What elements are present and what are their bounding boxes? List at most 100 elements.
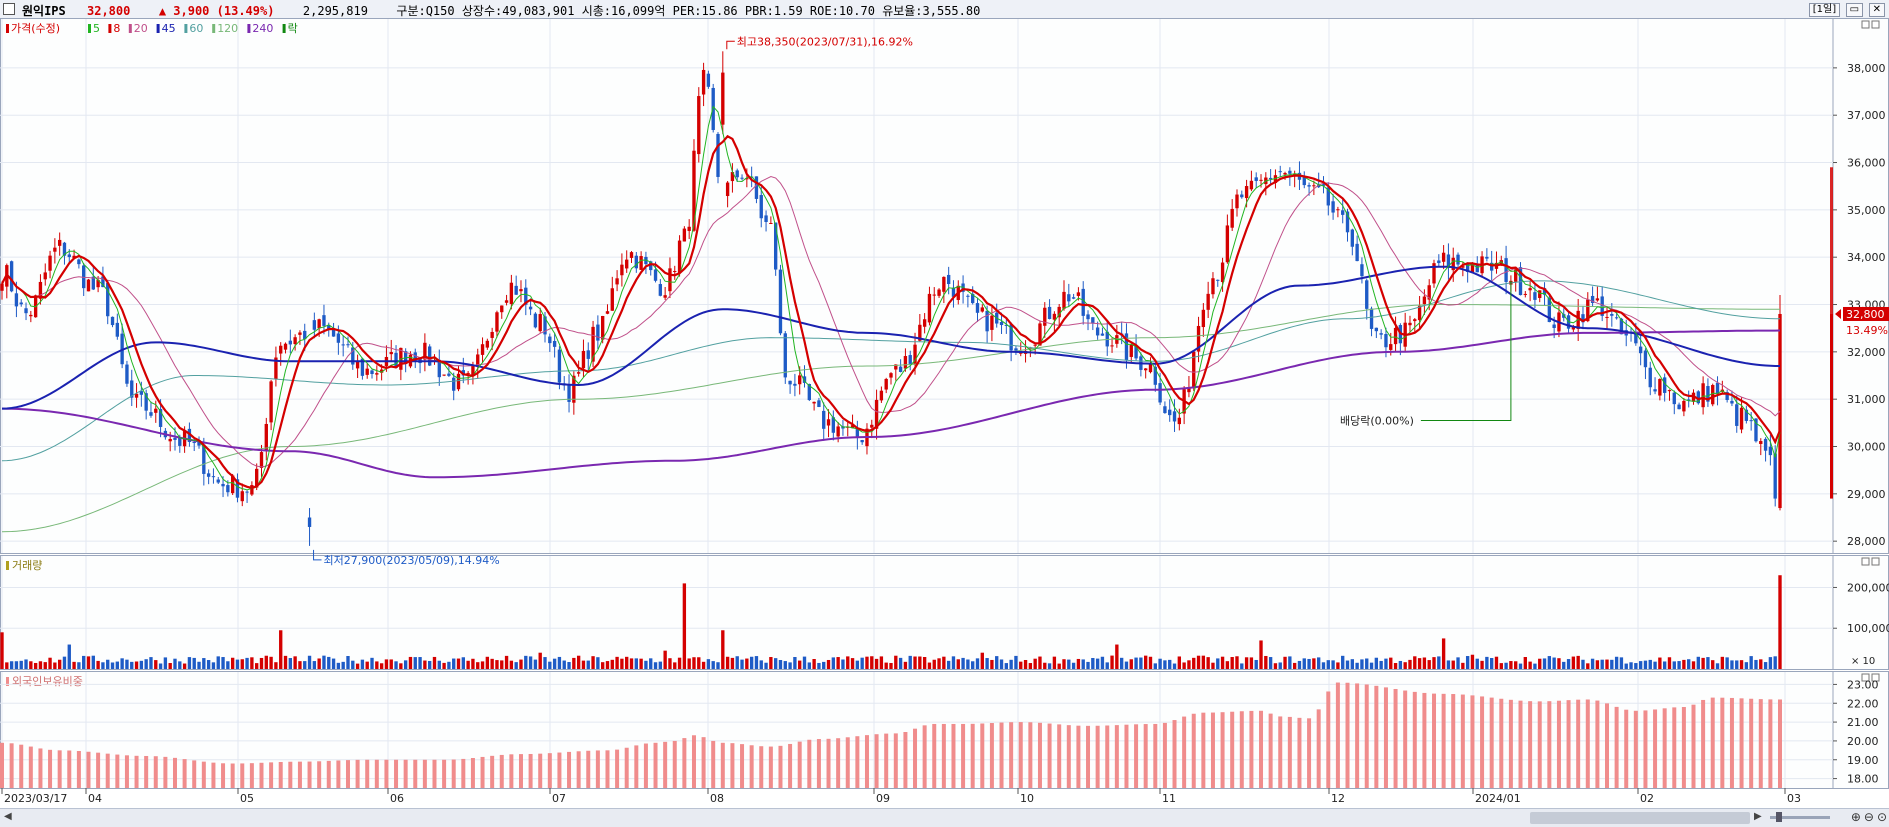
volume-bar — [1509, 661, 1513, 669]
volume-bar — [1264, 655, 1268, 669]
volume-bar — [913, 656, 917, 669]
foreign-bar — [653, 742, 658, 788]
per-value: PER:15.86 — [672, 4, 738, 18]
price-change: ▲ 3,900 — [158, 4, 210, 18]
zoom-out-icon[interactable]: ⊖ — [1863, 810, 1874, 824]
candle-body — [836, 426, 840, 437]
stock-name[interactable]: 원익IPS — [22, 4, 66, 18]
x-tick-label: 06 — [390, 792, 404, 805]
legend-label-2: 8 — [113, 22, 120, 35]
legend-swatch — [6, 24, 9, 33]
max-annotation-pointer — [726, 40, 735, 50]
volume-bar — [269, 656, 273, 669]
foreign-bar — [1326, 691, 1331, 788]
candle-body — [77, 259, 81, 265]
volume-bar — [971, 661, 975, 669]
volume-bar — [1667, 657, 1672, 669]
volume-bar — [428, 660, 432, 669]
volume-bar — [783, 661, 787, 669]
candle-body — [807, 383, 811, 401]
candle-body — [1302, 176, 1306, 186]
candle-body — [548, 336, 552, 344]
legend-label-6: 120 — [217, 22, 238, 35]
foreign-bar — [768, 746, 773, 788]
volume-bar — [687, 658, 691, 669]
candle-body — [307, 517, 312, 527]
candle-body — [1393, 327, 1398, 345]
candle-body — [1100, 333, 1105, 336]
legend-swatch — [282, 24, 286, 33]
foreign-bar — [1249, 710, 1254, 788]
candle-body — [1177, 417, 1182, 425]
candle-body — [946, 274, 951, 285]
foreign-bar — [1345, 682, 1350, 788]
foreign-bar — [1037, 722, 1042, 788]
volume-bar — [240, 659, 244, 669]
foreign-bar — [1499, 698, 1504, 788]
candle-body — [1038, 323, 1042, 346]
foreign-bar — [989, 723, 994, 788]
candle-body — [24, 308, 28, 314]
candle-body — [764, 215, 768, 222]
candle-body — [0, 283, 4, 291]
foreign-bar — [999, 722, 1004, 788]
volume-bar — [1701, 657, 1705, 669]
x-tick-label: 09 — [876, 792, 890, 805]
volume-bar — [461, 657, 465, 669]
foreign-bar — [1009, 722, 1014, 788]
zoom-slider-knob[interactable] — [1776, 812, 1782, 822]
volume-bar — [1518, 663, 1523, 669]
volume-bar — [1052, 656, 1057, 669]
volume-bar — [519, 659, 523, 669]
volume-bar — [735, 656, 739, 669]
candle-body — [1619, 318, 1624, 335]
chart-scrollbar[interactable]: ◀ ▶ ⊕ ⊖ ⊙ — [0, 808, 1889, 827]
volume-bar — [197, 661, 201, 669]
foreign-tick-label: 19.00 — [1847, 754, 1879, 767]
foreign-bar — [1576, 699, 1581, 788]
volume-bar — [250, 657, 254, 669]
volume-bar — [865, 656, 869, 669]
candle-body — [1206, 293, 1210, 310]
candle-body — [874, 399, 879, 429]
volume-bar — [1624, 663, 1628, 669]
volume-bar — [610, 659, 614, 669]
volume-bar — [1461, 662, 1465, 669]
volume-bar — [403, 660, 408, 669]
zoom-in-icon[interactable]: ⊕ — [1850, 810, 1861, 824]
candle-body — [668, 268, 672, 292]
select-checkbox[interactable] — [3, 3, 15, 15]
close-icon[interactable]: ✕ — [1868, 3, 1885, 17]
foreign-bar — [1624, 709, 1629, 788]
volume-bar — [1763, 662, 1768, 669]
foreign-bar — [1210, 712, 1215, 788]
restore-icon[interactable]: ▭ — [1845, 3, 1864, 17]
stock-chart[interactable]: 38,00037,00036,00035,00034,00033,00032,0… — [0, 18, 1889, 808]
x-tick-label: 08 — [710, 792, 724, 805]
zoom-reset-icon[interactable]: ⊙ — [1876, 810, 1887, 824]
volume-bar — [600, 662, 605, 669]
scroll-left-arrow[interactable]: ◀ — [4, 811, 12, 822]
foreign-bar — [932, 723, 937, 788]
foreign-bar — [672, 740, 677, 788]
foreign-bar — [941, 723, 946, 788]
scroll-right-arrow[interactable]: ▶ — [1754, 811, 1762, 822]
volume-bar — [43, 662, 47, 669]
volume-bar — [1365, 658, 1369, 669]
foreign-bar — [259, 762, 264, 788]
candle-body — [990, 315, 994, 330]
volume-bar — [106, 659, 110, 669]
volume-bar — [673, 662, 677, 669]
foreign-bar — [951, 723, 956, 788]
scrollbar-thumb[interactable] — [1530, 812, 1750, 824]
volume-bar — [423, 660, 427, 669]
volume-bar — [1610, 659, 1614, 669]
candle-body — [1047, 306, 1052, 319]
zoom-slider[interactable] — [1770, 816, 1830, 819]
period-button[interactable]: [1일] — [1808, 3, 1841, 17]
foreign-bar — [1672, 707, 1677, 788]
candle-body — [1331, 201, 1335, 213]
candle-body — [615, 278, 619, 285]
volume-bar — [235, 659, 240, 669]
candle-body — [365, 368, 369, 375]
